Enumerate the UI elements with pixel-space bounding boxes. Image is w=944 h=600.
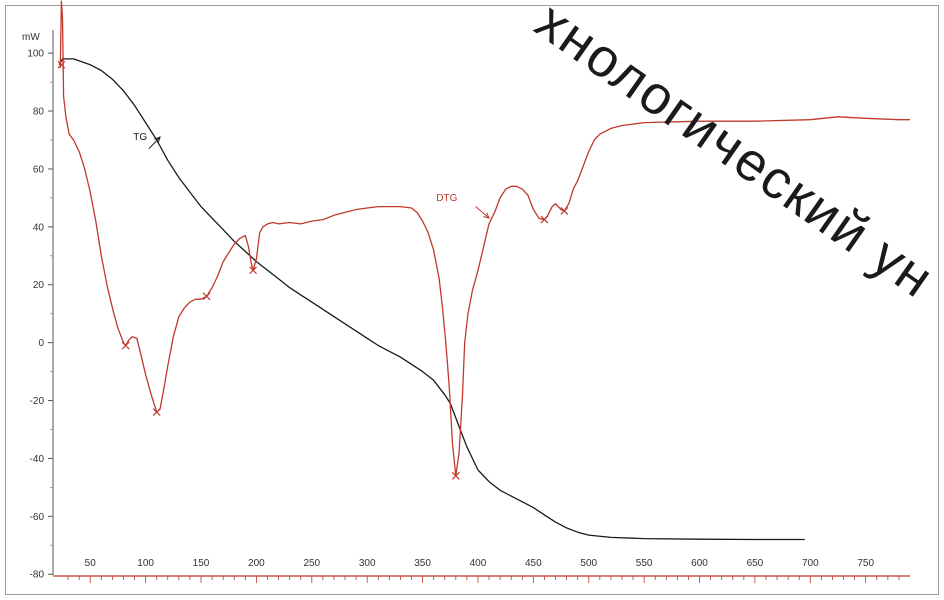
x-tick-label: 550 [636,558,653,569]
y-tick-label: 100 [27,49,44,60]
x-tick-label: 200 [248,558,265,569]
peak-marker [121,341,130,350]
series-annotations: TG DTG [133,132,490,219]
series-dtg-line [59,0,910,477]
peak-marker [540,215,549,224]
y-tick-label: 80 [33,107,45,118]
x-tick-label: 750 [857,558,874,569]
annotation-arrow [475,206,490,219]
peak-marker [202,292,211,301]
x-ticks: 50 100 150 200 250 300 350 400 450 500 550 600 650 70… [67,558,900,583]
x-tick-label: 150 [193,558,210,569]
annotation-tg: TG [133,132,147,143]
annotation-dtg: DTG [436,193,457,204]
x-tick-label: 300 [359,558,376,569]
axes [52,30,910,577]
series-layer [58,0,910,541]
y-tick-label: -80 [30,570,45,581]
x-tick-label: 650 [747,558,764,569]
x-tick-label: 450 [525,558,542,569]
y-tick-label: -60 [30,512,45,523]
y-tick-label: 40 [33,222,45,233]
x-tick-label: 400 [470,558,487,569]
y-tick-label: 0 [38,338,44,349]
peak-markers [57,60,569,480]
y-tick-label: 20 [33,280,45,291]
x-tick-label: 500 [580,558,597,569]
y-tick-label: -40 [30,454,45,465]
chart-frame [5,5,939,595]
peak-marker [152,408,161,417]
y-ticks: 100 80 60 40 20 0 -20 -40 -60 -80 [27,49,53,581]
x-tick-label: 100 [137,558,154,569]
peak-marker [560,206,569,215]
x-tick-label: 700 [802,558,819,569]
peak-marker [57,60,66,69]
y-tick-label: 60 [33,164,45,175]
series-tg-line [58,58,805,541]
x-tick-label: 350 [414,558,431,569]
y-tick-label: -20 [30,396,45,407]
x-tick-label: 600 [691,558,708,569]
peak-marker [249,266,258,275]
y-unit-label: mW [22,32,40,43]
x-tick-label: 50 [85,558,97,569]
annotation-arrow [148,136,161,150]
peak-marker [451,471,460,480]
x-tick-label: 250 [303,558,320,569]
